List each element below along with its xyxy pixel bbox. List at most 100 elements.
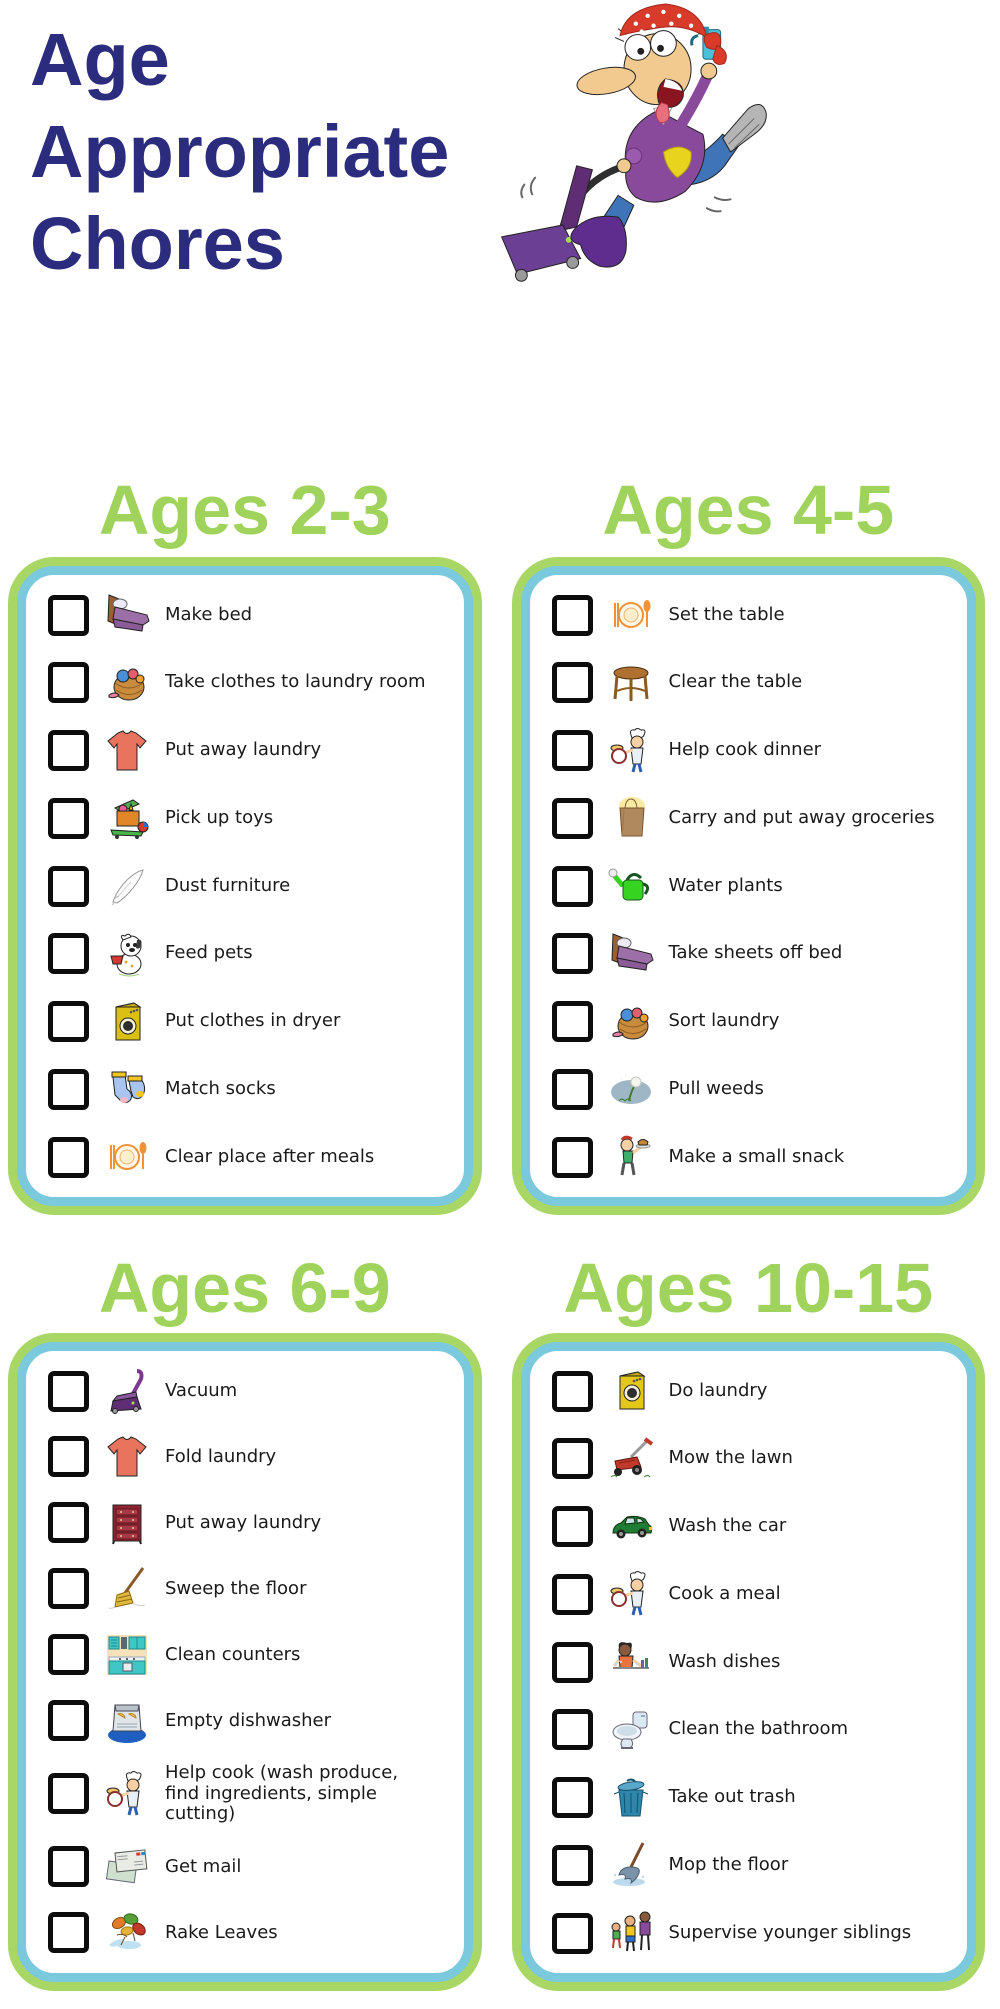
snack-icon <box>606 1133 656 1181</box>
chore-row: Empty dishwasher <box>48 1697 454 1745</box>
chore-row: Do laundry <box>551 1367 958 1415</box>
header: Age Appropriate Chores <box>0 0 1000 300</box>
chore-label: Help cook dinner <box>668 739 822 761</box>
weeds-icon <box>606 1065 656 1113</box>
chore-checkbox[interactable] <box>48 1773 89 1815</box>
chore-row: Sweep the floor <box>48 1565 454 1613</box>
chore-checkbox[interactable] <box>48 1912 89 1954</box>
chore-checkbox[interactable] <box>48 797 89 839</box>
page-title: Age Appropriate Chores <box>0 0 1000 290</box>
section-title-ages-10-15: Ages 10-15 <box>563 1249 934 1327</box>
chore-checkbox[interactable] <box>551 662 593 704</box>
wash-dishes-icon <box>606 1638 656 1686</box>
chore-label: Put away laundry <box>165 739 322 761</box>
chore-label: Mop the floor <box>668 1853 789 1875</box>
chore-checkbox[interactable] <box>48 1846 89 1888</box>
chore-checkbox[interactable] <box>551 1777 593 1818</box>
dog-icon <box>102 930 152 978</box>
chore-checkbox[interactable] <box>551 1709 593 1751</box>
chore-row: Wash dishes <box>551 1638 958 1686</box>
chore-checkbox[interactable] <box>48 1700 89 1742</box>
chore-checkbox[interactable] <box>551 594 593 636</box>
chore-label: Pick up toys <box>165 806 274 828</box>
chore-row: Water plants <box>551 862 958 910</box>
chore-label: Sort laundry <box>668 1010 780 1032</box>
chore-checkbox[interactable] <box>48 1370 89 1412</box>
feather-duster-icon <box>102 862 152 910</box>
chore-list: Vacuum Fold laundry Put away laundry Sweep … <box>48 1367 454 1957</box>
chore-checkbox[interactable] <box>551 1438 593 1480</box>
chore-row: Clean the bathroom <box>551 1706 958 1754</box>
chore-row: Mow the lawn <box>551 1435 958 1483</box>
chore-checkbox[interactable] <box>551 1136 593 1178</box>
chore-label: Cook a meal <box>668 1582 781 1604</box>
chore-checkbox[interactable] <box>551 933 593 975</box>
chore-checkbox[interactable] <box>551 797 593 839</box>
chore-checkbox[interactable] <box>48 933 89 975</box>
chore-label: Do laundry <box>668 1379 768 1401</box>
socks-icon <box>102 1065 152 1113</box>
chore-checkbox[interactable] <box>551 1068 593 1110</box>
section-ages-6-9: Ages 6-9 Vacuum Fold laundry Put away laun… <box>8 1215 482 1991</box>
chore-row: Take clothes to laundry room <box>48 659 454 707</box>
chore-label: Wash the car <box>668 1515 787 1537</box>
chore-label: Take clothes to laundry room <box>165 671 426 693</box>
toy-box-icon <box>102 794 152 842</box>
place-setting-icon <box>102 1133 152 1181</box>
chore-checkbox[interactable] <box>48 1502 89 1544</box>
chef-icon <box>606 1570 656 1618</box>
chore-checkbox[interactable] <box>48 1568 89 1610</box>
chore-checkbox[interactable] <box>551 1844 593 1886</box>
chore-label: Empty dishwasher <box>165 1709 331 1731</box>
chore-list: Make bed Take clothes to laundry room Put … <box>48 591 454 1181</box>
chore-checkbox[interactable] <box>48 1136 89 1178</box>
cleaning-woman-vacuuming-cartoon <box>468 2 778 298</box>
chore-row: Set the table <box>551 591 958 639</box>
page-title-line: Chores <box>30 202 285 285</box>
bed-icon <box>102 591 152 639</box>
chore-row: Pick up toys <box>48 794 454 842</box>
section-title-ages-4-5: Ages 4-5 <box>602 471 895 549</box>
lawn-mower-icon <box>606 1435 656 1483</box>
chore-label: Take out trash <box>668 1786 796 1808</box>
chore-checkbox[interactable] <box>48 1001 89 1042</box>
chore-checkbox[interactable] <box>551 1506 593 1547</box>
watering-can-icon <box>606 862 656 910</box>
chore-label: Rake Leaves <box>165 1921 278 1943</box>
chore-row: Put away laundry <box>48 1499 454 1547</box>
chore-row: Vacuum <box>48 1367 454 1415</box>
chore-checkbox[interactable] <box>48 730 89 771</box>
section-title-ages-6-9: Ages 6-9 <box>98 1249 391 1327</box>
chore-checkbox[interactable] <box>48 1436 89 1478</box>
chore-label: Put away laundry <box>165 1511 322 1533</box>
chore-checkbox[interactable] <box>551 1573 593 1615</box>
broom-icon <box>102 1565 152 1613</box>
chore-list: Do laundry Mow the lawn Wash the car Cook a… <box>551 1367 958 1957</box>
cards-row-top: Ages 2-3 Make bed Take clothes to laundry… <box>0 300 1000 1215</box>
checklist-card: Vacuum Fold laundry Put away laundry Sweep … <box>8 1333 482 1991</box>
car-icon <box>606 1503 656 1551</box>
chore-row: Put away laundry <box>48 727 454 775</box>
chore-checkbox[interactable] <box>551 1912 593 1954</box>
chef-icon <box>102 1770 152 1818</box>
chore-checkbox[interactable] <box>551 1370 593 1412</box>
chore-checkbox[interactable] <box>551 1001 593 1042</box>
chore-checkbox[interactable] <box>48 1634 89 1676</box>
chore-label: Mow the lawn <box>668 1447 793 1469</box>
chore-label: Take sheets off bed <box>668 942 843 964</box>
page-title-line: Appropriate <box>30 110 450 193</box>
chore-checkbox[interactable] <box>48 1068 89 1110</box>
chore-checkbox[interactable] <box>551 865 593 907</box>
chore-checkbox[interactable] <box>48 662 89 704</box>
section-ages-4-5: Ages 4-5 Set the table Clear the table Hel… <box>511 300 985 1215</box>
chore-checkbox[interactable] <box>551 730 593 771</box>
chore-row: Wash the car <box>551 1503 958 1551</box>
chore-checkbox[interactable] <box>48 594 89 636</box>
checklist-card: Do laundry Mow the lawn Wash the car Cook a… <box>511 1333 985 1991</box>
chore-checkbox[interactable] <box>551 1641 593 1683</box>
chore-label: Set the table <box>668 603 785 625</box>
chore-row: Carry and put away groceries <box>551 794 958 842</box>
toilet-icon <box>606 1706 656 1754</box>
chore-checkbox[interactable] <box>48 865 89 907</box>
